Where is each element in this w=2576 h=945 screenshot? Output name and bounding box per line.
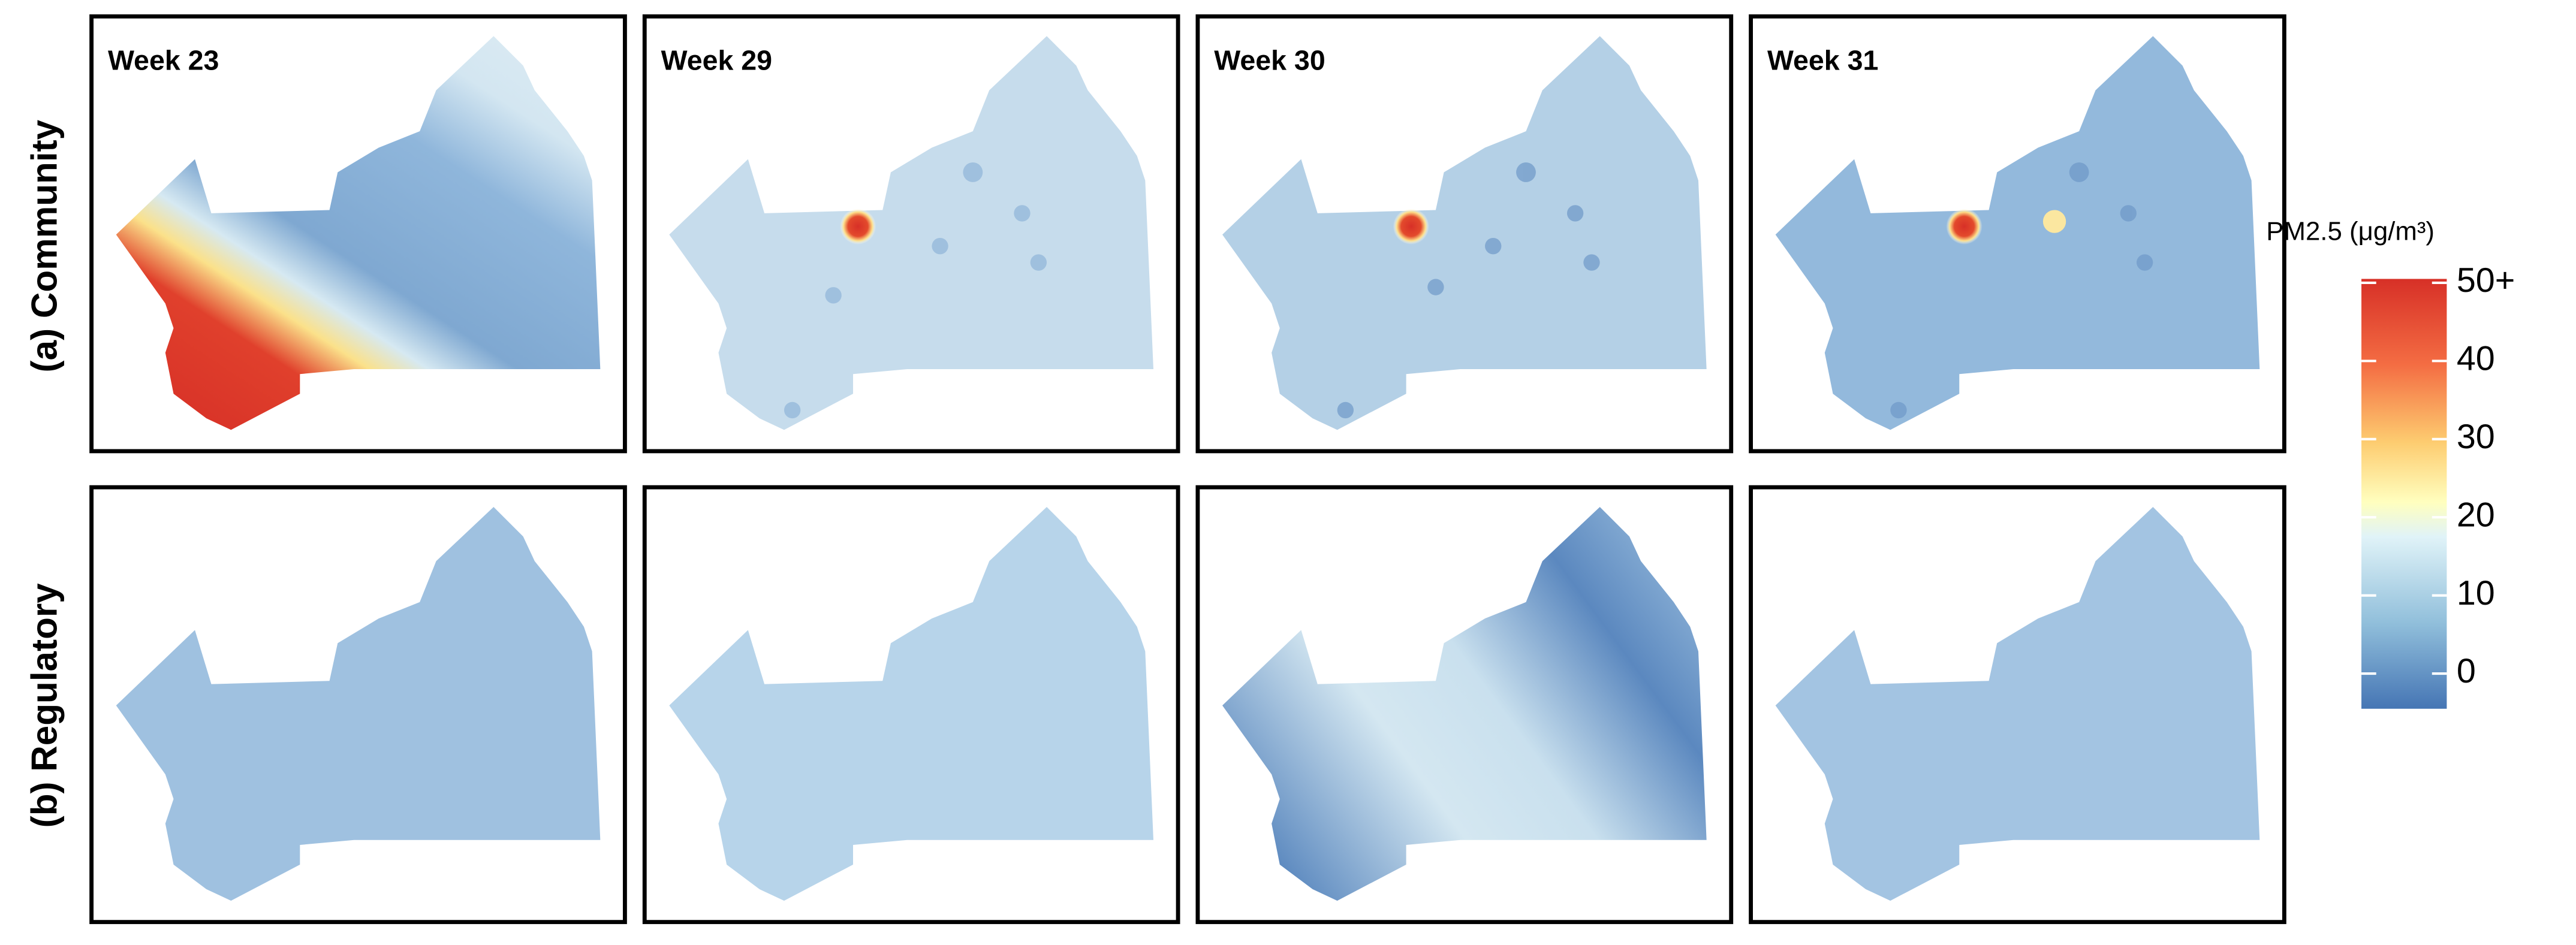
row-label: (b) Regulatory <box>24 583 65 828</box>
map-panel: Week 30 <box>1195 14 1734 454</box>
row-label: (a) Community <box>24 119 65 372</box>
panel-title: Week 23 <box>108 44 219 76</box>
map-panel <box>89 485 627 925</box>
legend-title: PM2.5 (μg/m³) <box>2266 216 2435 246</box>
map-panel <box>642 485 1180 925</box>
map-panel <box>1195 485 1734 925</box>
panel-title: Week 31 <box>1767 44 1878 76</box>
colorbar-tick-label: 40 <box>2457 340 2495 378</box>
colorbar-tick-label: 20 <box>2457 496 2495 534</box>
panel-title: Week 30 <box>1214 44 1325 76</box>
map-panel: Week 31 <box>1749 14 2286 454</box>
colorbar-tick-label: 0 <box>2457 652 2476 690</box>
colorbar-tick-label: 10 <box>2457 574 2495 612</box>
panel-title: Week 29 <box>661 44 772 76</box>
colorbar-tick-label: 30 <box>2457 418 2495 456</box>
map-panel: Week 29 <box>642 14 1180 454</box>
colorbar-tick-label: 50+ <box>2457 261 2515 300</box>
map-panel: Week 23 <box>89 14 627 454</box>
colorbar <box>2361 279 2447 709</box>
map-panel <box>1749 485 2286 925</box>
